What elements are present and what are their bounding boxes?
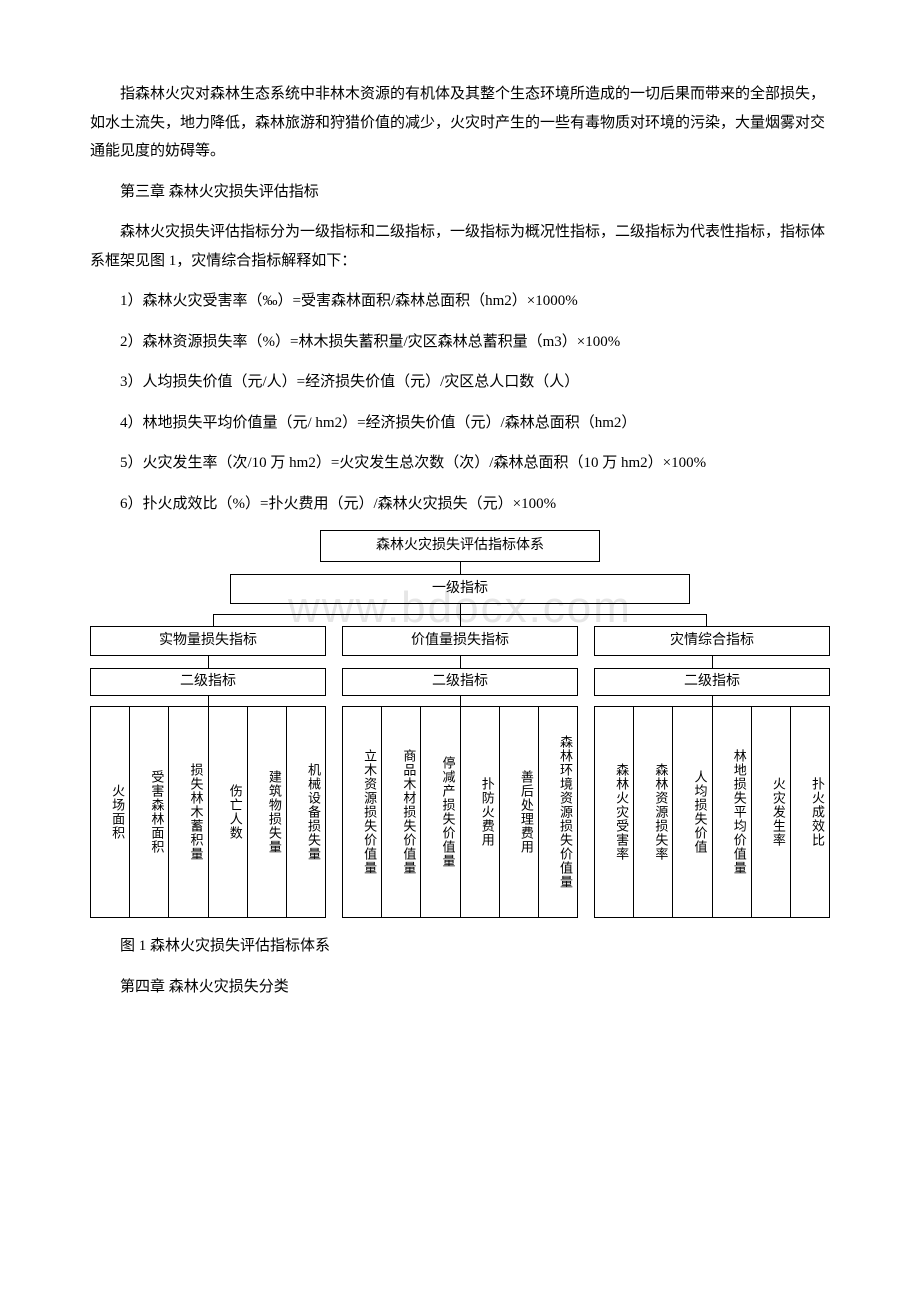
diagram-cat-1: 价值量损失指标	[342, 626, 578, 656]
diagram-container: www.bdocx.com 森林火灾损失评估指标体系 一级指标 实物量损失指标 …	[90, 530, 830, 918]
leaf-2-0: 森林火灾受害率	[595, 707, 634, 917]
chapter-4-title: 第四章 森林火灾损失分类	[90, 973, 830, 1002]
diagram-sublabel-0: 二级指标	[90, 668, 326, 696]
diagram-leaves-0: 火场面积 受害森林面积 损失林木蓄积量 伤亡人数 建筑物损失量 机械设备损失量	[90, 706, 326, 918]
diagram-cat-2: 灾情综合指标	[594, 626, 830, 656]
diagram-sublabel-2: 二级指标	[594, 668, 830, 696]
leaf-2-5: 扑火成效比	[791, 707, 829, 917]
formula-4: 4）林地损失平均价值量（元/ hm2）=经济损失价值（元）/森林总面积（hm2）	[90, 409, 830, 438]
formula-2: 2）森林资源损失率（%）=林木损失蓄积量/灾区森林总蓄积量（m3）×100%	[90, 328, 830, 357]
leaf-0-2: 损失林木蓄积量	[169, 707, 208, 917]
leaf-0-0: 火场面积	[91, 707, 130, 917]
intro-paragraph: 指森林火灾对森林生态系统中非林木资源的有机体及其整个生态环境所造成的一切后果而带…	[90, 80, 830, 166]
diagram-level1: 一级指标	[230, 574, 690, 604]
formula-5: 5）火灾发生率（次/10 万 hm2）=火灾发生总次数（次）/森林总面积（10 …	[90, 449, 830, 478]
leaf-0-3: 伤亡人数	[209, 707, 248, 917]
formula-6: 6）扑火成效比（%）=扑火费用（元）/森林火灾损失（元）×100%	[90, 490, 830, 519]
leaf-2-3: 林地损失平均价值量	[713, 707, 752, 917]
leaf-1-0: 立木资源损失价值量	[343, 707, 382, 917]
leaf-0-4: 建筑物损失量	[248, 707, 287, 917]
diagram-root: 森林火灾损失评估指标体系	[320, 530, 600, 562]
leaf-1-3: 扑防火费用	[461, 707, 500, 917]
intro-indicators: 森林火灾损失评估指标分为一级指标和二级指标，一级指标为概况性指标，二级指标为代表…	[90, 218, 830, 275]
formula-1: 1）森林火灾受害率（‰）=受害森林面积/森林总面积（hm2）×1000%	[90, 287, 830, 316]
leaf-2-1: 森林资源损失率	[634, 707, 673, 917]
diagram-leaves-2: 森林火灾受害率 森林资源损失率 人均损失价值 林地损失平均价值量 火灾发生率 扑…	[594, 706, 830, 918]
leaf-1-5: 森林环境资源损失价值量	[539, 707, 577, 917]
chapter-3-title: 第三章 森林火灾损失评估指标	[90, 178, 830, 207]
leaf-1-1: 商品木材损失价值量	[382, 707, 421, 917]
leaf-2-4: 火灾发生率	[752, 707, 791, 917]
leaf-0-5: 机械设备损失量	[287, 707, 325, 917]
leaf-1-4: 善后处理费用	[500, 707, 539, 917]
diagram-sublabel-1: 二级指标	[342, 668, 578, 696]
leaf-2-2: 人均损失价值	[673, 707, 712, 917]
formula-3: 3）人均损失价值（元/人）=经济损失价值（元）/灾区总人口数（人）	[90, 368, 830, 397]
diagram-cat-0: 实物量损失指标	[90, 626, 326, 656]
leaf-0-1: 受害森林面积	[130, 707, 169, 917]
diagram-leaves-1: 立木资源损失价值量 商品木材损失价值量 停减产损失价值量 扑防火费用 善后处理费…	[342, 706, 578, 918]
leaf-1-2: 停减产损失价值量	[421, 707, 460, 917]
figure-caption: 图 1 森林火灾损失评估指标体系	[90, 932, 830, 961]
